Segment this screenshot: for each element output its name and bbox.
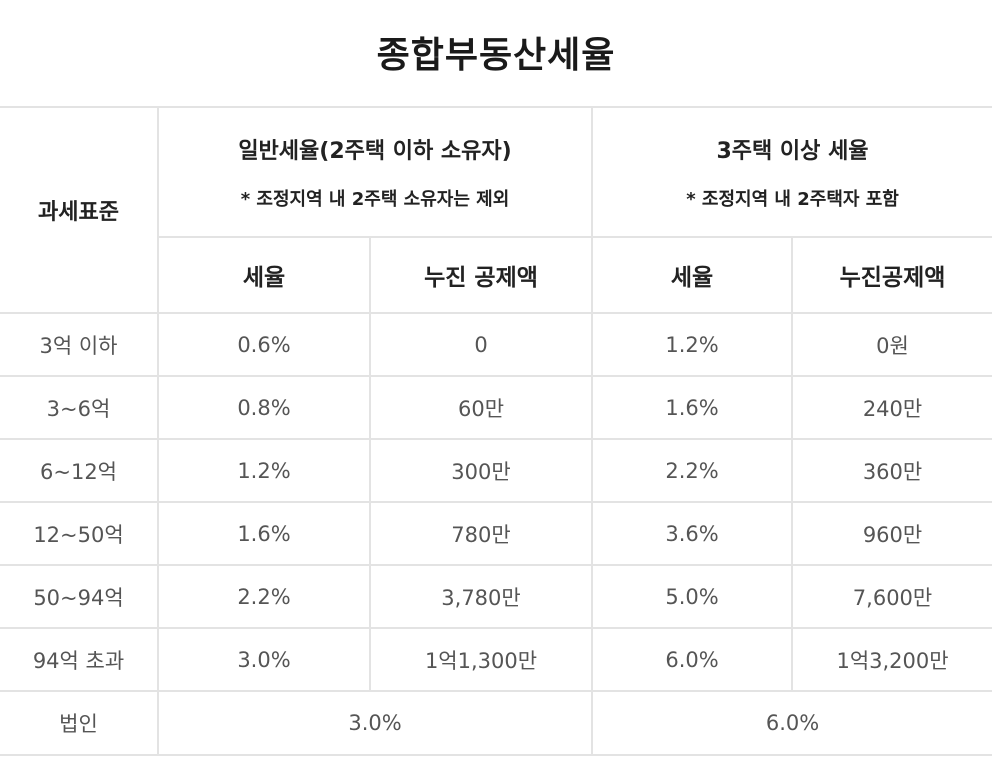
multi-rate-cell: 2.2% xyxy=(591,438,794,503)
header-multi-rate: 세율 xyxy=(591,236,794,314)
multi-deduction-cell: 0원 xyxy=(791,312,992,377)
header-row-main: 과세표준 일반세율(2주택 이하 소유자) * 조정지역 내 2주택 소유자는 … xyxy=(0,106,992,314)
multi-rate-cell: 6.0% xyxy=(591,627,794,692)
corporate-multi-rate-cell: 6.0% xyxy=(591,690,992,756)
table-row: 6~12억 1.2% 300만 2.2% 360만 xyxy=(0,438,992,503)
tax-rate-table: 과세표준 일반세율(2주택 이하 소유자) * 조정지역 내 2주택 소유자는 … xyxy=(0,106,992,756)
header-multi-title: 3주택 이상 세율 xyxy=(716,139,869,164)
multi-deduction-cell: 240만 xyxy=(791,375,992,440)
tax-base-cell: 3~6억 xyxy=(0,375,159,440)
tax-base-cell: 6~12억 xyxy=(0,438,159,503)
header-general-rate: 세율 xyxy=(158,236,371,314)
general-deduction-cell: 1억1,300만 xyxy=(368,627,594,692)
tax-base-cell: 50~94억 xyxy=(0,564,159,629)
multi-rate-cell: 3.6% xyxy=(591,501,794,566)
header-general-title: 일반세율(2주택 이하 소유자) xyxy=(238,139,512,164)
header-general-note: * 조정지역 내 2주택 소유자는 제외 xyxy=(240,189,510,210)
multi-deduction-cell: 360만 xyxy=(791,438,992,503)
tax-base-cell: 법인 xyxy=(0,690,159,756)
header-row-sub: 세율 누진 공제액 세율 누진공제액 xyxy=(0,236,992,314)
tax-base-cell: 12~50억 xyxy=(0,501,159,566)
header-general-rate-group: 일반세율(2주택 이하 소유자) * 조정지역 내 2주택 소유자는 제외 xyxy=(156,106,594,238)
tax-base-cell: 94억 초과 xyxy=(0,627,159,692)
general-deduction-cell: 3,780만 xyxy=(368,564,594,629)
general-rate-cell: 0.6% xyxy=(157,312,371,377)
general-deduction-cell: 0 xyxy=(368,312,594,377)
multi-rate-cell: 5.0% xyxy=(591,564,794,629)
header-multi-rate-group: 3주택 이상 세율 * 조정지역 내 2주택자 포함 xyxy=(591,106,992,238)
general-deduction-cell: 300만 xyxy=(368,438,594,503)
general-rate-cell: 0.8% xyxy=(157,375,371,440)
general-deduction-cell: 60만 xyxy=(368,375,594,440)
multi-deduction-cell: 7,600만 xyxy=(791,564,992,629)
multi-rate-cell: 1.6% xyxy=(591,375,794,440)
header-multi-note: * 조정지역 내 2주택자 포함 xyxy=(686,189,899,210)
table-row: 3~6억 0.8% 60만 1.6% 240만 xyxy=(0,375,992,440)
tax-base-cell: 3억 이하 xyxy=(0,312,159,377)
header-multi-deduction: 누진공제액 xyxy=(791,236,992,314)
general-rate-cell: 3.0% xyxy=(157,627,371,692)
multi-deduction-cell: 1억3,200만 xyxy=(791,627,992,692)
table-row: 3억 이하 0.6% 0 1.2% 0원 xyxy=(0,312,992,377)
page-title: 종합부동산세율 xyxy=(376,35,616,76)
multi-rate-cell: 1.2% xyxy=(591,312,794,377)
general-rate-cell: 1.6% xyxy=(157,501,371,566)
general-rate-cell: 2.2% xyxy=(157,564,371,629)
multi-deduction-cell: 960만 xyxy=(791,501,992,566)
general-rate-cell: 1.2% xyxy=(157,438,371,503)
table-row: 94억 초과 3.0% 1억1,300만 6.0% 1억3,200만 xyxy=(0,627,992,692)
table-row-corporate: 법인 3.0% 6.0% xyxy=(0,690,992,756)
header-general-deduction: 누진 공제액 xyxy=(368,236,594,314)
header-tax-base: 과세표준 xyxy=(0,106,159,314)
table-row: 50~94억 2.2% 3,780만 5.0% 7,600만 xyxy=(0,564,992,629)
corporate-general-rate-cell: 3.0% xyxy=(156,690,594,756)
table-row: 12~50억 1.6% 780만 3.6% 960만 xyxy=(0,501,992,566)
general-deduction-cell: 780만 xyxy=(368,501,594,566)
